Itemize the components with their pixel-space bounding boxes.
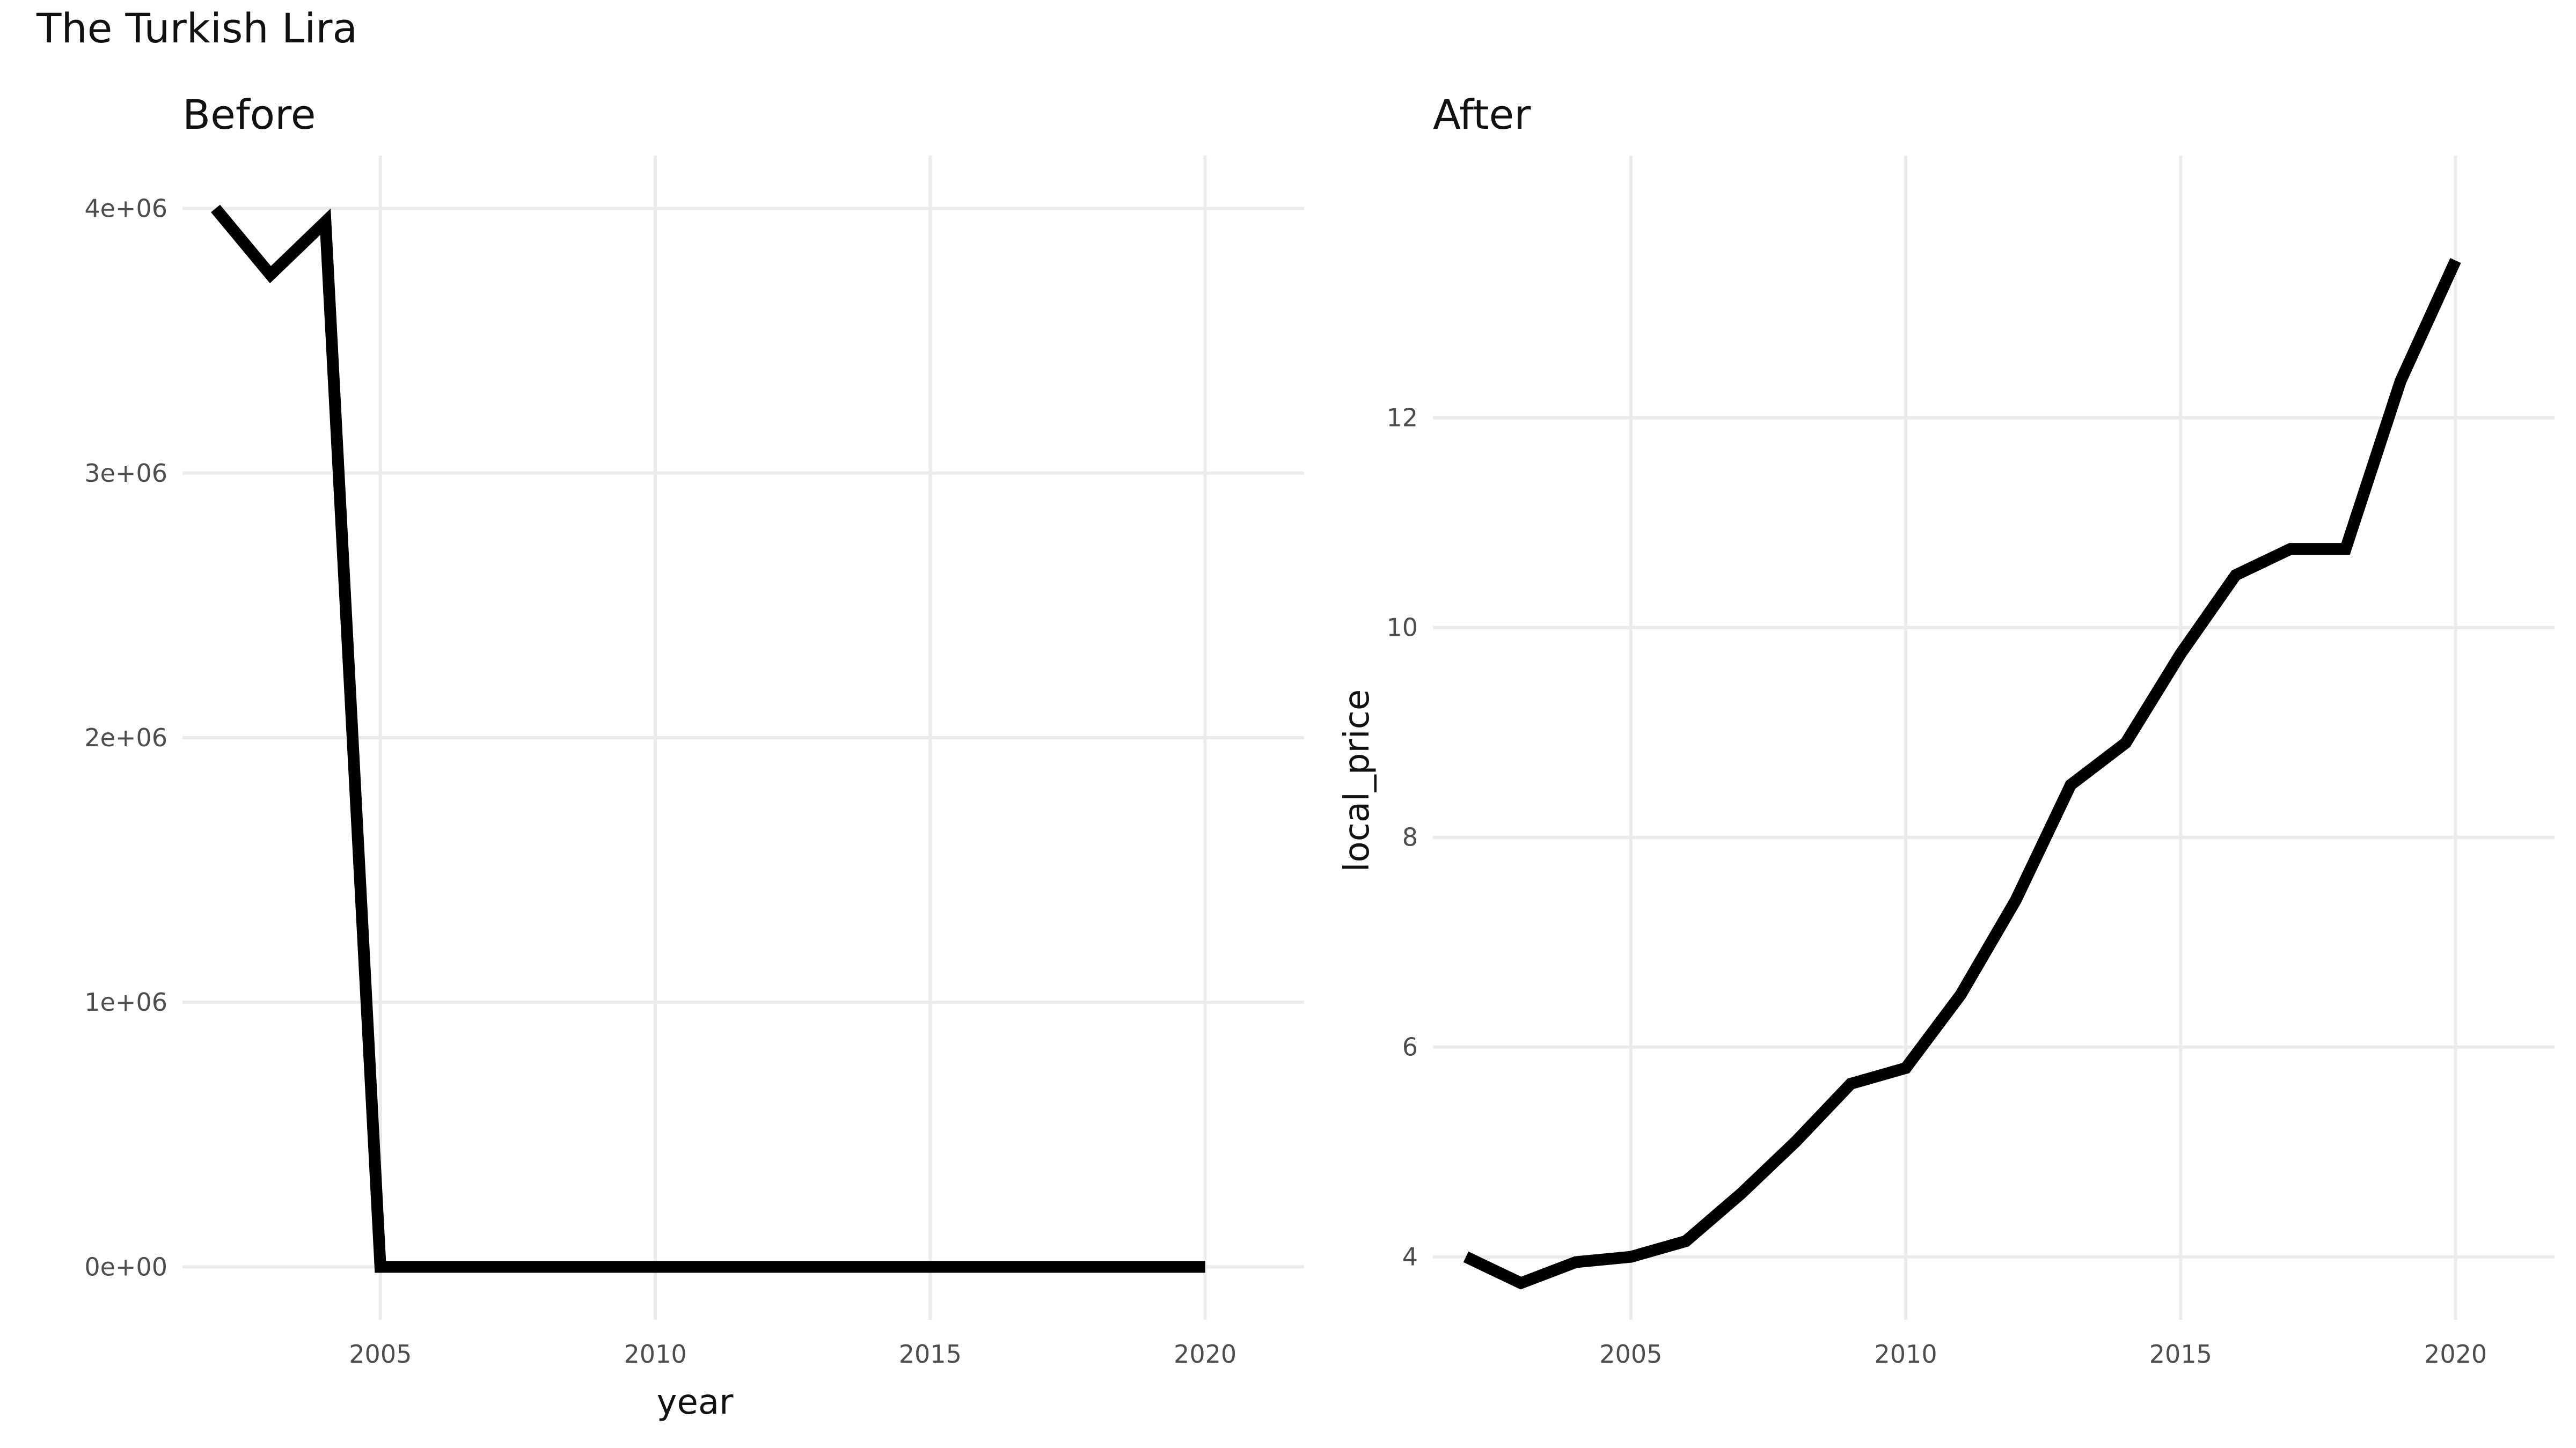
y-tick-label: 6 (1402, 1033, 1418, 1062)
figure-title: The Turkish Lira (36, 4, 358, 52)
y-tick-label: 8 (1402, 823, 1418, 852)
x-tick-label: 2005 (349, 1340, 412, 1369)
x-tick-label: 2015 (2149, 1340, 2212, 1369)
y-tick-label: 2e+06 (84, 723, 167, 752)
x-tick-label: 2020 (2424, 1340, 2487, 1369)
x-tick-label: 2020 (1174, 1340, 1236, 1369)
y-tick-label: 12 (1386, 403, 1418, 432)
y-tick-label: 10 (1386, 613, 1418, 642)
series-line (211, 204, 1205, 1273)
x-tick-label: 2010 (624, 1340, 687, 1369)
y-tick-label: 0e+00 (84, 1252, 167, 1281)
x-axis-title: year (657, 1383, 734, 1422)
y-tick-label: 4 (1402, 1243, 1418, 1271)
x-tick-label: 2010 (1875, 1340, 1937, 1369)
panel-before: 0e+00 1e+06 2e+06 3e+06 4e+06 2005 2010 2015 202… (84, 91, 1304, 1422)
y-tick-label: 3e+06 (84, 459, 167, 488)
panel-after: 4 6 8 10 12 2005 2010 2015 2020 After local_price (1337, 91, 2555, 1369)
y-tick-label: 1e+06 (84, 988, 167, 1017)
x-tick-label: 2005 (1599, 1340, 1662, 1369)
series-line (1463, 258, 2461, 1290)
y-tick-label: 4e+06 (84, 194, 167, 223)
panel-title: After (1433, 91, 1531, 138)
panel-title: Before (182, 91, 316, 138)
x-tick-label: 2015 (899, 1340, 962, 1369)
y-axis-title: local_price (1337, 689, 1377, 872)
